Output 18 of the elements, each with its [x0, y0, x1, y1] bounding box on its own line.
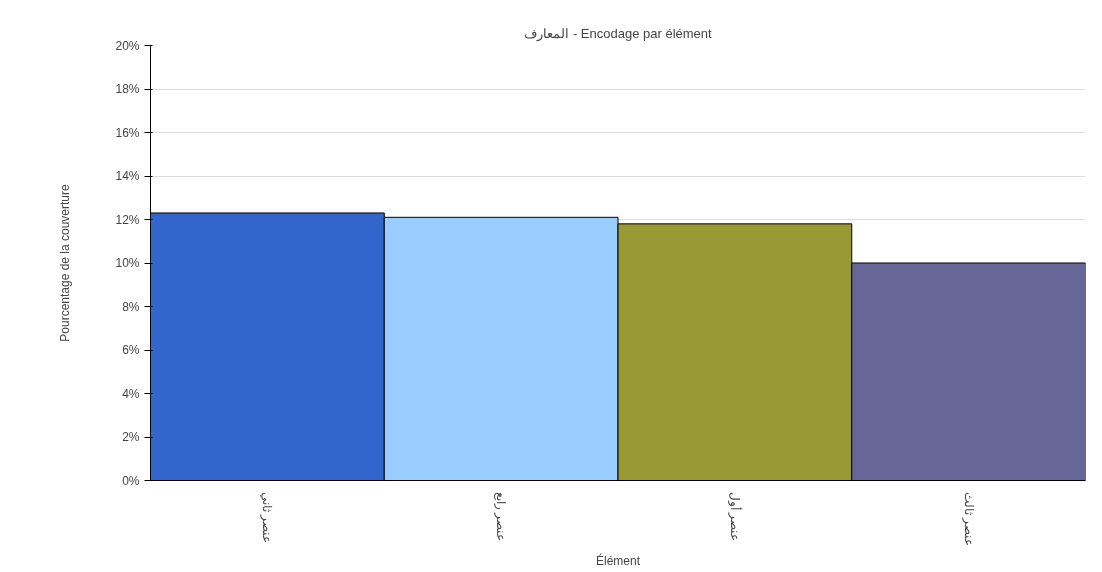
- y-tick-label: 14%: [115, 169, 140, 183]
- y-axis-title: Pourcentage de la couverture: [58, 183, 73, 342]
- y-tick-label: 8%: [122, 299, 140, 314]
- y-tick-label: 20%: [115, 38, 140, 53]
- x-tick-label: عنصر ثالث: [961, 491, 976, 546]
- y-tick-label: 4%: [122, 386, 140, 401]
- chart-title: المعارف - Encodage par élément: [524, 25, 713, 42]
- y-tick-label: 16%: [115, 125, 140, 140]
- x-axis-title: Élément: [595, 552, 641, 568]
- y-tick-label: 6%: [122, 343, 140, 357]
- x-tick-label: عنصر ثاني: [260, 491, 275, 543]
- y-tick-label: 0%: [122, 473, 140, 488]
- y-tick-label: 10%: [115, 256, 140, 270]
- x-tick-label: عنصر أول: [727, 491, 743, 541]
- y-tick-label: 12%: [115, 212, 140, 227]
- y-tick-label: 18%: [115, 82, 140, 96]
- y-tick-label: 2%: [122, 430, 140, 444]
- x-tick-label: عنصر رابع: [494, 491, 509, 541]
